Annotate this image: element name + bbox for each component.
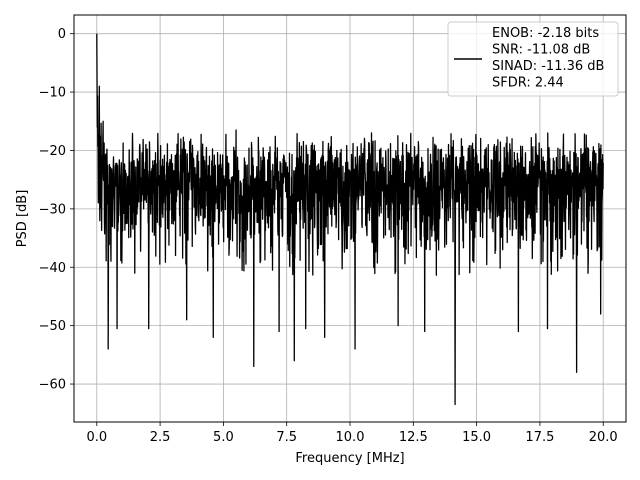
legend-label: ENOB: -2.18 bits SNR: -11.08 dB SINAD: -11… — [492, 26, 604, 91]
plot-area — [96, 33, 604, 406]
x-tick-label: 15.0 — [462, 430, 491, 445]
y-tick-label: −20 — [39, 144, 66, 159]
x-axis-label: Frequency [MHz] — [295, 451, 404, 466]
x-axis: 0.0 2.5 5.0 7.5 10.0 12.5 15.0 17.5 20.0 — [86, 422, 618, 445]
psd-series-line — [96, 33, 604, 406]
x-tick-label: 2.5 — [150, 430, 171, 445]
legend-line-text: ENOB: -2.18 bits — [492, 26, 599, 41]
x-tick-label: 5.0 — [213, 430, 234, 445]
y-tick-label: 0 — [58, 27, 66, 42]
y-tick-label: −10 — [39, 86, 66, 101]
y-tick-label: −40 — [39, 261, 66, 276]
legend-box — [447, 21, 619, 97]
x-tick-label: 0.0 — [86, 430, 107, 445]
y-tick-label: −30 — [39, 202, 66, 217]
x-tick-label: 10.0 — [336, 430, 365, 445]
y-tick-label: −60 — [39, 378, 66, 393]
legend-line-text: SNR: -11.08 dB — [492, 43, 590, 58]
legend: ENOB: -2.18 bits SNR: -11.08 dB SINAD: -11… — [447, 21, 619, 97]
x-tick-label: 7.5 — [276, 430, 297, 445]
y-axis-label: PSD [dB] — [15, 190, 30, 248]
legend-line-text: SINAD: -11.36 dB — [492, 59, 604, 74]
x-tick-label: 20.0 — [589, 430, 618, 445]
x-tick-label: 17.5 — [525, 430, 554, 445]
y-tick-label: −50 — [39, 319, 66, 334]
x-tick-label: 12.5 — [399, 430, 428, 445]
legend-line-text: SFDR: 2.44 — [492, 76, 564, 91]
y-axis: 0 −10 −20 −30 −40 −50 −60 — [39, 27, 74, 393]
